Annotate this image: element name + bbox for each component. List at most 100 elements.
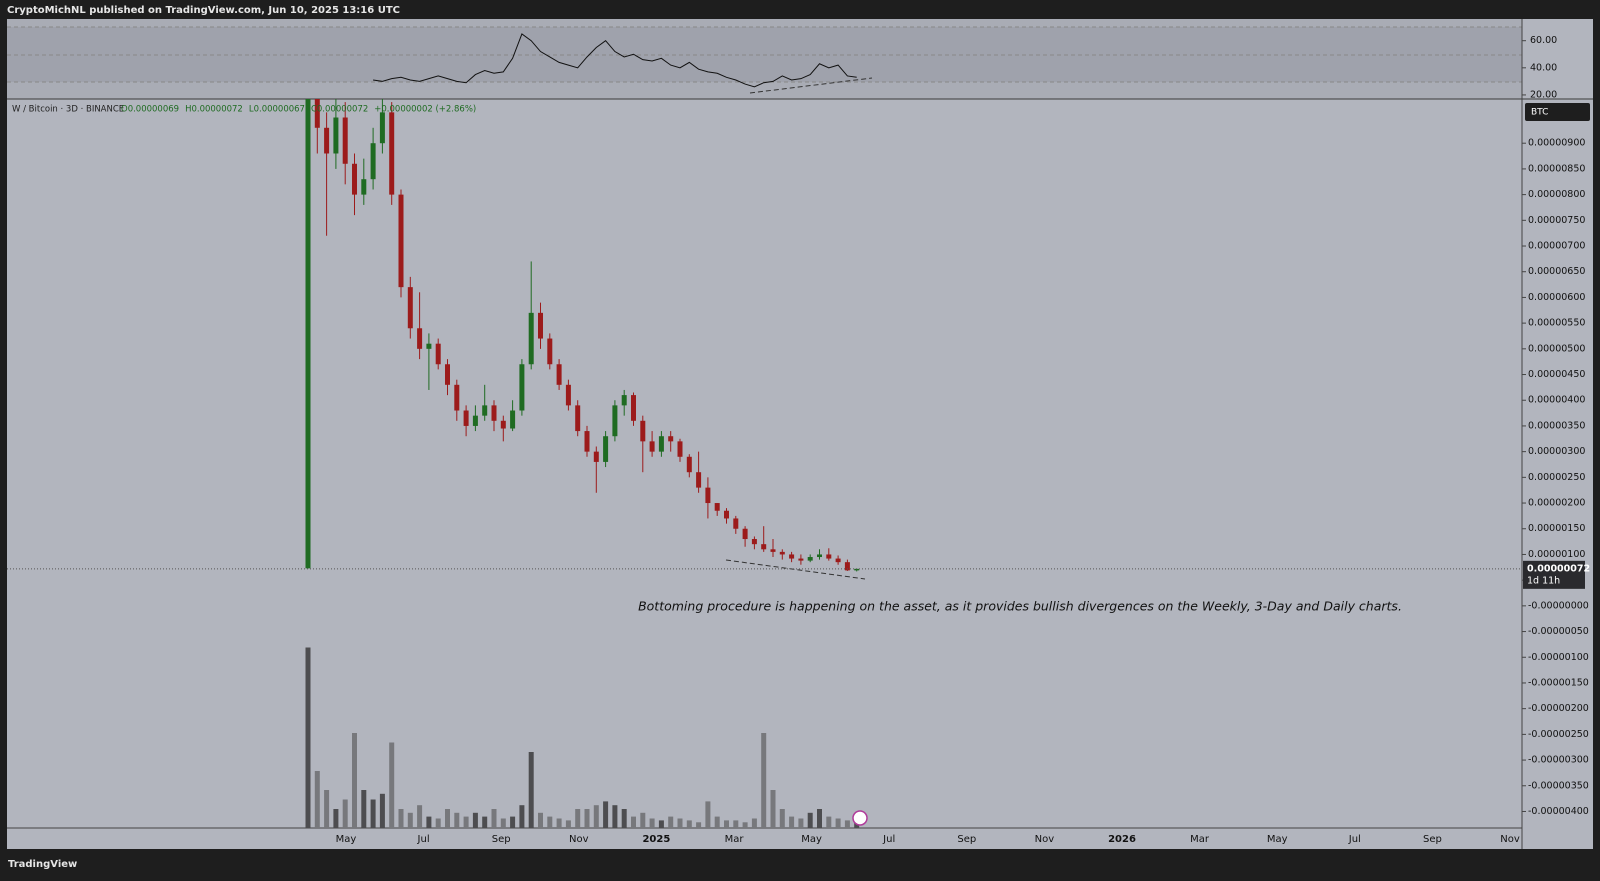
volume-bar — [370, 799, 376, 828]
volume-bar — [779, 809, 785, 828]
currency: BTC — [1531, 108, 1548, 118]
candle-body — [445, 364, 450, 385]
x-tick-label: Jul — [1348, 834, 1361, 845]
volume-bar — [510, 816, 516, 828]
y-tick-label: 0.00000600 — [1528, 292, 1585, 303]
candle-body — [677, 441, 683, 457]
legend-value: H0.00000072 — [185, 105, 243, 115]
y-tick-label: 0.00000400 — [1528, 395, 1585, 406]
volume-bar — [324, 790, 330, 828]
y-tick-label: -0.00000100 — [1528, 652, 1589, 663]
candle-body — [705, 487, 711, 504]
volume-bar — [733, 820, 739, 828]
candle-body — [584, 431, 590, 452]
candle-body — [649, 441, 655, 452]
y-tick-label: 0.00000550 — [1528, 318, 1585, 329]
volume — [305, 647, 860, 828]
volume-bar — [342, 799, 348, 828]
volume-bar — [798, 818, 804, 828]
volume-bar — [528, 752, 534, 828]
volume-bar — [724, 820, 729, 828]
y-tick-label: -0.00000250 — [1528, 729, 1589, 740]
candle-body — [482, 405, 488, 416]
volume-bar — [584, 809, 590, 828]
candle-body — [472, 415, 478, 426]
y-tick-label: 0.00000150 — [1528, 523, 1585, 534]
volume-bar — [463, 816, 469, 828]
event-icon[interactable] — [852, 810, 868, 826]
volume-bar — [305, 647, 311, 828]
volume-bar — [417, 805, 423, 828]
volume-bar — [844, 820, 850, 828]
x-tick-label: Sep — [957, 834, 976, 845]
candle-body — [342, 117, 348, 164]
volume-bar — [352, 733, 357, 828]
candle-body — [398, 194, 404, 288]
candle-body — [333, 117, 339, 154]
candle-body — [844, 562, 850, 571]
candle-body — [668, 436, 674, 442]
candle-body — [528, 312, 534, 365]
candle-body — [593, 451, 599, 462]
volume-bar — [761, 733, 767, 828]
candle-body — [547, 338, 553, 365]
y-tick-label: -0.00000050 — [1528, 626, 1589, 637]
candle-body — [631, 395, 636, 421]
candle-body — [538, 312, 543, 339]
x-tick-label: Mar — [725, 834, 745, 845]
y-tick-label: 0.00000850 — [1528, 163, 1585, 174]
candle-body — [324, 127, 330, 154]
axes: 0.00000900 0.00000850 0.00000800 0.00000750… — [7, 35, 1590, 845]
candle-body — [621, 395, 627, 406]
volume-bar — [445, 809, 450, 828]
volume-bar — [742, 822, 748, 828]
volume-bar — [770, 790, 776, 828]
candle-body — [770, 549, 776, 552]
volume-bar — [621, 809, 627, 828]
volume-bar — [435, 818, 441, 828]
x-tick-label: 2026 — [1108, 834, 1136, 845]
legend-value: O0.00000069 — [121, 105, 179, 115]
volume-bar — [668, 816, 674, 828]
candle-body — [454, 384, 460, 411]
volume-bar — [565, 820, 571, 828]
candle-body — [835, 558, 841, 563]
volume-bar — [491, 809, 497, 828]
volume-bar — [519, 805, 525, 828]
y-tick-label: -0.00000400 — [1528, 806, 1589, 817]
volume-bar — [398, 809, 404, 828]
volume-bar — [361, 790, 367, 828]
y-tick-label: 0.00000100 — [1528, 549, 1585, 560]
candle-body — [807, 557, 813, 561]
volume-bar — [751, 818, 757, 828]
candle-body — [658, 436, 664, 452]
candle-body — [733, 518, 739, 529]
candle-body — [556, 364, 562, 385]
volume-bar — [640, 812, 646, 828]
volume-bar — [407, 812, 413, 828]
volume-bar — [593, 805, 599, 828]
volume-bar — [677, 818, 683, 828]
volume-bar — [835, 818, 841, 828]
candle-body — [854, 568, 860, 571]
volume-bar — [379, 793, 385, 828]
x-tick-label: Jul — [417, 834, 430, 845]
volume-bar — [631, 816, 636, 828]
y-tick-label: -0.00000350 — [1528, 780, 1589, 791]
candle-body — [575, 405, 581, 432]
volume-bar — [714, 816, 720, 828]
volume-bar — [556, 818, 562, 828]
volume-bar — [333, 809, 339, 828]
volume-bar — [826, 816, 832, 828]
y-tick-label: 0.00000900 — [1528, 138, 1585, 149]
candle-body — [491, 405, 497, 421]
y-tick-label: 0.00000700 — [1528, 241, 1585, 252]
candle-body — [519, 364, 525, 411]
candle-body — [714, 503, 720, 511]
volume-bar — [314, 771, 320, 828]
candle-body — [789, 554, 795, 559]
candle-body — [612, 405, 618, 437]
volume-bar — [472, 812, 478, 828]
